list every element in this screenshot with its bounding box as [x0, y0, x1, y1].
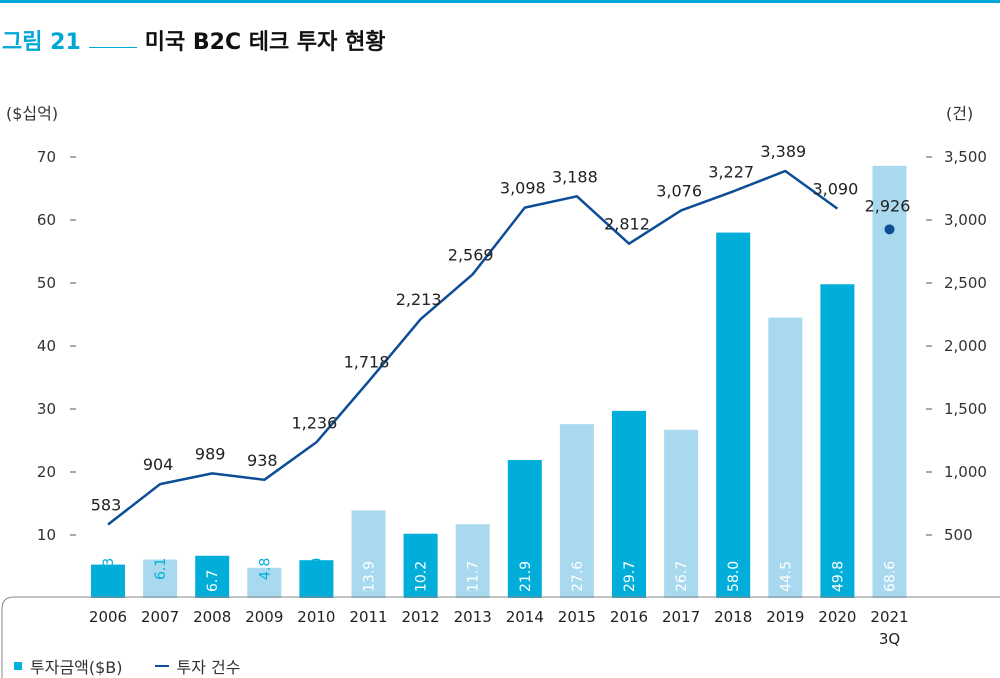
bar — [507, 460, 542, 598]
right-axis-unit: (건) — [946, 104, 974, 123]
left-axis-tick-label: 70 — [37, 148, 56, 166]
right-axis-tick-label: 1,500 — [944, 400, 987, 418]
bar-value-label: 29.7 — [622, 561, 638, 592]
right-axis-tick-label: 3,000 — [944, 211, 987, 229]
line-value-label: 989 — [195, 444, 226, 463]
bar — [143, 559, 178, 598]
right-axis-tick-label: 2,000 — [944, 337, 987, 355]
line-value-label: 3,090 — [812, 180, 858, 199]
x-axis-category-label: 2007 — [141, 608, 179, 626]
left-axis-tick-label: 20 — [37, 463, 56, 481]
bar-value-label: 26.7 — [674, 561, 690, 592]
right-axis-tick-label: 500 — [944, 526, 973, 544]
line-point-marker — [884, 224, 895, 235]
legend-line-label: 투자 건수 — [176, 658, 241, 677]
x-axis-category-label: 3Q — [879, 630, 900, 648]
right-axis-tick-label: 1,000 — [944, 463, 987, 481]
x-axis-category-label: 2009 — [245, 608, 283, 626]
x-axis-category-label: 2015 — [558, 608, 596, 626]
bar — [768, 317, 803, 598]
bar-value-label: 4.8 — [257, 558, 273, 580]
line-value-label: 3,188 — [552, 167, 598, 186]
x-axis-category-label: 2017 — [662, 608, 700, 626]
line-value-label: 3,389 — [760, 142, 806, 161]
bar-value-label: 27.6 — [570, 561, 586, 592]
bar — [716, 232, 751, 598]
x-axis-category-label: 2011 — [349, 608, 387, 626]
bar-value-label: 6.1 — [153, 558, 169, 580]
bar-value-label: 68.6 — [883, 561, 899, 592]
line-value-label: 2,812 — [604, 215, 650, 234]
line-value-label: 3,076 — [656, 181, 702, 200]
bar — [612, 410, 646, 598]
right-axis-tick-label: 2,500 — [944, 274, 987, 292]
bar-value-label: 44.5 — [778, 561, 794, 592]
bar-value-label: 58.0 — [726, 561, 742, 592]
x-axis-category-label: 2016 — [610, 608, 648, 626]
x-axis-category-label: 2021 — [870, 608, 908, 626]
left-axis-tick-label: 50 — [37, 274, 56, 292]
x-axis-category-label: 2014 — [506, 608, 544, 626]
line-value-label: 1,236 — [291, 413, 337, 432]
line-value-label: 2,926 — [865, 196, 911, 215]
bar — [299, 560, 334, 598]
bar — [872, 165, 907, 598]
left-axis-tick-label: 40 — [37, 337, 56, 355]
bar — [195, 555, 230, 598]
title-separator — [88, 46, 137, 48]
bar — [91, 564, 125, 598]
line-value-label: 904 — [143, 455, 174, 474]
bar-value-label: 13.9 — [362, 561, 378, 592]
bar-value-label: 6.0 — [309, 558, 325, 580]
x-axis-category-label: 2020 — [818, 608, 856, 626]
legend-bar-swatch — [14, 662, 22, 670]
bar-value-label: 49.8 — [830, 561, 846, 592]
left-axis-tick-label: 30 — [37, 400, 56, 418]
x-axis-category-label: 2008 — [193, 608, 231, 626]
bar — [455, 524, 490, 598]
x-axis-category-label: 2019 — [766, 608, 804, 626]
left-axis-tick-label: 10 — [37, 526, 56, 544]
bar — [403, 533, 438, 598]
left-axis-unit: ($십억) — [6, 104, 59, 123]
line-value-label: 938 — [247, 451, 278, 470]
bar — [559, 424, 594, 598]
top-rule — [0, 0, 1000, 3]
legend-bar-label: 투자금액($B) — [30, 658, 123, 677]
x-axis-category-label: 2013 — [454, 608, 492, 626]
line-value-label: 583 — [91, 496, 122, 515]
x-axis-category-label: 2012 — [402, 608, 440, 626]
bar — [820, 284, 855, 598]
bar-value-label: 6.7 — [205, 570, 221, 592]
x-axis-category-label: 2006 — [89, 608, 127, 626]
line-value-label: 1,718 — [344, 353, 390, 372]
bar — [247, 567, 282, 598]
left-axis-tick-label: 60 — [37, 211, 56, 229]
legend: 투자금액($B) 투자 건수 — [14, 654, 241, 678]
figure-number: 그림 21 — [2, 30, 81, 55]
bar-value-label: 11.7 — [466, 561, 482, 592]
line-value-label: 3,098 — [500, 179, 546, 198]
right-axis-tick-label: 3,500 — [944, 148, 987, 166]
bar — [351, 510, 386, 598]
chart-title: 미국 B2C 테크 투자 현황 — [144, 30, 386, 55]
line-value-label: 2,213 — [396, 290, 442, 309]
bar-value-label: 5.3 — [101, 558, 117, 580]
figure-title: 그림 21 미국 B2C 테크 투자 현황 — [2, 24, 386, 56]
line-series — [107, 169, 839, 526]
bar — [664, 429, 699, 598]
line-value-label: 2,569 — [448, 245, 494, 264]
x-axis-frame — [1, 596, 1000, 678]
x-axis-category-label: 2010 — [297, 608, 335, 626]
x-axis-category-label: 2018 — [714, 608, 752, 626]
line-value-label: 3,227 — [708, 162, 754, 181]
bar-value-label: 21.9 — [518, 561, 534, 592]
bar-value-label: 10.2 — [414, 561, 430, 592]
legend-line-swatch — [154, 665, 169, 667]
